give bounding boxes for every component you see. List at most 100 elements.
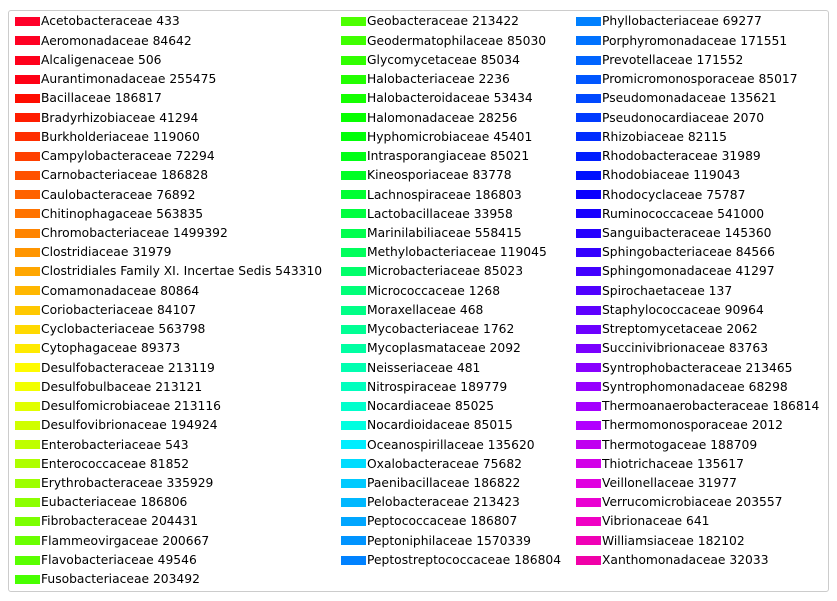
legend-label: Fusobacteriaceae 203492	[41, 572, 200, 587]
legend-swatch	[341, 344, 366, 354]
legend-label: Moraxellaceae 468	[367, 302, 484, 317]
legend-entry: Paenibacillaceae 186822	[341, 474, 520, 493]
legend-label: Halomonadaceae 28256	[367, 110, 518, 125]
legend-entry: Desulfovibrionaceae 194924	[15, 416, 218, 435]
legend-entry: Erythrobacteraceae 335929	[15, 474, 213, 493]
legend-label: Streptomycetaceae 2062	[602, 322, 758, 337]
legend-swatch	[15, 36, 40, 46]
legend-swatch	[341, 459, 366, 469]
legend-entry: Nitrospiraceae 189779	[341, 377, 507, 396]
legend-swatch	[576, 190, 601, 200]
legend-swatch	[576, 267, 601, 277]
legend-label: Xanthomonadaceae 32033	[602, 552, 769, 567]
legend-entry: Moraxellaceae 468	[341, 300, 483, 319]
legend-label: Promicromonosporaceae 85017	[602, 72, 798, 87]
legend-label: Halobacteroidaceae 53434	[367, 91, 533, 106]
legend-entry: Syntrophobacteraceae 213465	[576, 358, 793, 377]
legend-entry: Bradyrhizobiaceae 41294	[15, 108, 198, 127]
legend-entry: Oxalobacteraceae 75682	[341, 454, 522, 473]
legend-label: Caulobacteraceae 76892	[41, 187, 196, 202]
legend-entry: Promicromonosporaceae 85017	[576, 70, 798, 89]
legend-entry: Halobacteriaceae 2236	[341, 70, 510, 89]
legend-swatch	[15, 55, 40, 65]
legend-entry: Microbacteriaceae 85023	[341, 262, 523, 281]
legend-entry: Succinivibrionaceae 83763	[576, 339, 768, 358]
legend-swatch	[15, 555, 40, 565]
legend-label: Clostridiaceae 31979	[41, 245, 172, 260]
legend-swatch	[341, 17, 366, 27]
legend-entry: Fibrobacteraceae 204431	[15, 512, 198, 531]
legend-swatch	[341, 55, 366, 65]
legend-label: Halobacteriaceae 2236	[367, 72, 510, 87]
legend-swatch	[15, 305, 40, 315]
legend-entry: Nocardioidaceae 85015	[341, 416, 513, 435]
legend-entry: Lactobacillaceae 33958	[341, 204, 513, 223]
legend-swatch	[576, 401, 601, 411]
legend-swatch	[15, 267, 40, 277]
legend-swatch	[576, 459, 601, 469]
legend-swatch	[341, 305, 366, 315]
legend-label: Cytophagaceae 89373	[41, 341, 181, 356]
legend-swatch	[576, 363, 601, 373]
legend-label: Marinilabiliaceae 558415	[367, 225, 522, 240]
legend-label: Desulfobacteraceae 213119	[41, 360, 215, 375]
legend-entry: Burkholderiaceae 119060	[15, 127, 200, 146]
legend-entry: Glycomycetaceae 85034	[341, 50, 520, 69]
legend-swatch	[15, 459, 40, 469]
legend-label: Aurantimonadaceae 255475	[41, 72, 217, 87]
legend-swatch	[576, 555, 601, 565]
legend-label: Neisseriaceae 481	[367, 360, 481, 375]
legend-label: Rhodobiaceae 119043	[602, 168, 741, 183]
legend: Acetobacteraceae 433 Aeromonadaceae 84642…	[8, 10, 829, 592]
legend-label: Methylobacteriaceae 119045	[367, 245, 547, 260]
legend-label: Flammeovirgaceae 200667	[41, 533, 210, 548]
legend-entry: Neisseriaceae 481	[341, 358, 480, 377]
legend-entry: Aurantimonadaceae 255475	[15, 70, 216, 89]
legend-label: Nocardioidaceae 85015	[367, 418, 513, 433]
legend-swatch	[15, 497, 40, 507]
legend-label: Eubacteriaceae 186806	[41, 495, 188, 510]
legend-label: Alcaligenaceae 506	[41, 52, 162, 67]
legend-entry: Hyphomicrobiaceae 45401	[341, 127, 532, 146]
legend-swatch	[576, 286, 601, 296]
legend-label: Geobacteraceae 213422	[367, 14, 519, 29]
legend-swatch	[341, 555, 366, 565]
legend-entry: Chromobacteriaceae 1499392	[15, 224, 228, 243]
legend-swatch	[576, 17, 601, 27]
legend-swatch	[341, 497, 366, 507]
legend-swatch	[576, 324, 601, 334]
legend-swatch	[576, 74, 601, 84]
legend-swatch	[15, 574, 40, 584]
legend-entry: Micrococcaceae 1268	[341, 281, 500, 300]
legend-swatch	[341, 228, 366, 238]
legend-swatch	[15, 209, 40, 219]
legend-label: Desulfovibrionaceae 194924	[41, 418, 218, 433]
legend-entry: Xanthomonadaceae 32033	[576, 550, 769, 569]
legend-label: Chromobacteriaceae 1499392	[41, 225, 228, 240]
legend-entry: Halomonadaceae 28256	[341, 108, 517, 127]
legend-entry: Enterobacteriaceae 543	[15, 435, 189, 454]
legend-label: Rhizobiaceae 82115	[602, 129, 727, 144]
legend-swatch	[15, 401, 40, 411]
legend-entry: Peptococcaceae 186807	[341, 512, 517, 531]
legend-entry: Porphyromonadaceae 171551	[576, 31, 787, 50]
legend-entry: Peptostreptococcaceae 186804	[341, 550, 561, 569]
legend-entry: Oceanospirillaceae 135620	[341, 435, 535, 454]
legend-entry: Phyllobacteriaceae 69277	[576, 12, 762, 31]
legend-entry: Methylobacteriaceae 119045	[341, 243, 547, 262]
legend-label: Williamsiaceae 182102	[602, 533, 745, 548]
legend-label: Phyllobacteriaceae 69277	[602, 14, 762, 29]
legend-label: Thermomonosporaceae 2012	[602, 418, 783, 433]
legend-swatch	[15, 94, 40, 104]
legend-swatch	[576, 113, 601, 123]
legend-swatch	[15, 74, 40, 84]
legend-label: Erythrobacteraceae 335929	[41, 475, 214, 490]
legend-label: Enterococcaceae 81852	[41, 456, 190, 471]
legend-label: Oceanospirillaceae 135620	[367, 437, 535, 452]
legend-swatch	[576, 536, 601, 546]
legend-swatch	[576, 420, 601, 430]
legend-swatch	[341, 132, 366, 142]
legend-label: Desulfomicrobiaceae 213116	[41, 399, 222, 414]
legend-entry: Vibrionaceae 641	[576, 512, 710, 531]
legend-swatch	[576, 440, 601, 450]
